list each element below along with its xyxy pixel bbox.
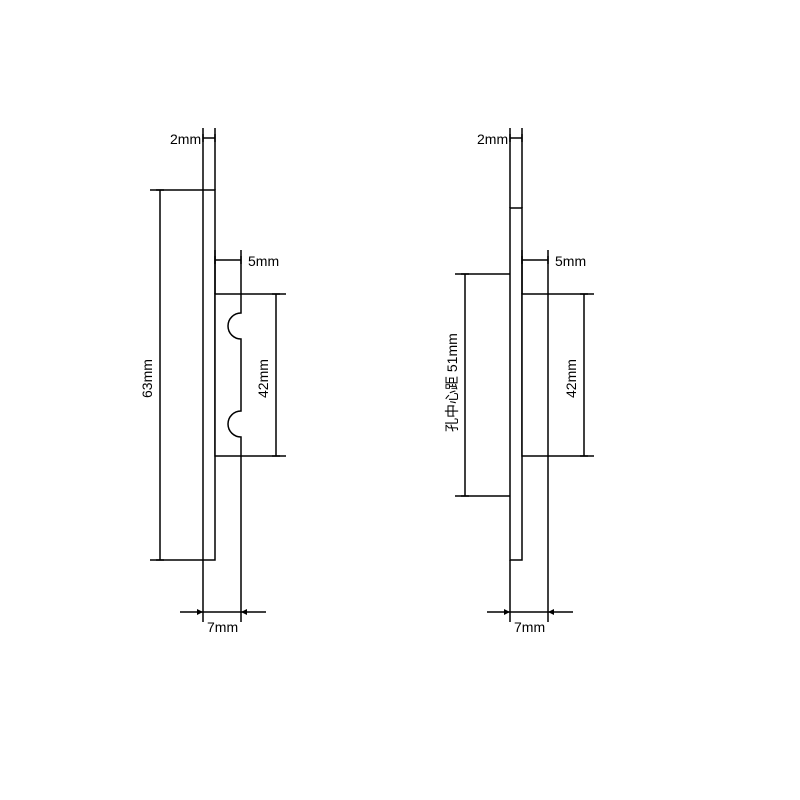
dim-7mm-right: 7mm	[514, 619, 545, 635]
dim-5mm-left: 5mm	[248, 253, 279, 269]
dim-2mm-left: 2mm	[170, 131, 201, 147]
dim-63mm: 63mm	[139, 359, 155, 398]
dim-42mm-right: 42mm	[563, 359, 579, 398]
dim-5mm-right: 5mm	[555, 253, 586, 269]
dim-42mm-left: 42mm	[255, 359, 271, 398]
dim-2mm-right: 2mm	[477, 131, 508, 147]
dim-51mm: 孔中心距 51mm	[444, 333, 460, 432]
dim-7mm-left: 7mm	[207, 619, 238, 635]
